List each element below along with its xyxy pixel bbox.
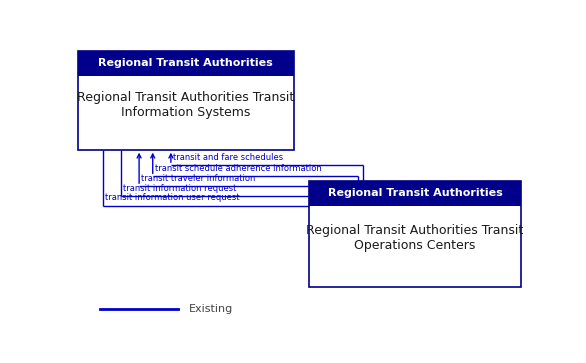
Bar [309, 180, 520, 287]
Bar [309, 180, 520, 206]
Bar [78, 50, 294, 76]
Text: transit schedule adherence information: transit schedule adherence information [155, 164, 322, 173]
Bar [78, 50, 294, 150]
Text: transit information request: transit information request [123, 184, 237, 192]
Text: Regional Transit Authorities Transit
Information Systems: Regional Transit Authorities Transit Inf… [77, 91, 294, 119]
Text: Existing: Existing [189, 304, 233, 314]
Text: transit and fare schedules: transit and fare schedules [173, 153, 283, 162]
Text: transit traveler information: transit traveler information [141, 174, 255, 183]
Text: Regional Transit Authorities: Regional Transit Authorities [98, 58, 273, 68]
Text: transit information user request: transit information user request [105, 193, 240, 202]
Text: Regional Transit Authorities Transit
Operations Centers: Regional Transit Authorities Transit Ope… [306, 224, 524, 252]
Text: Regional Transit Authorities: Regional Transit Authorities [328, 188, 502, 198]
